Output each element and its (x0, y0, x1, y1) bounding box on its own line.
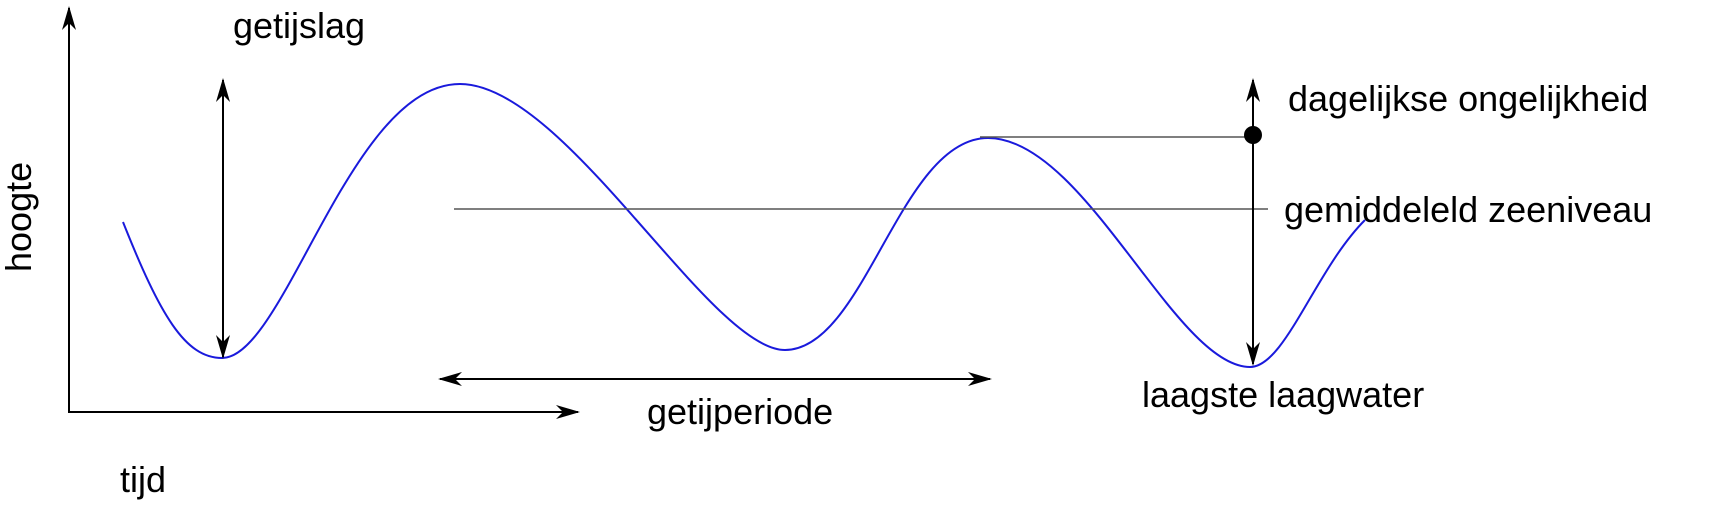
tidal-period-label: getijperiode (647, 391, 833, 432)
diurnal-inequality-label: dagelijkse ongelijkheid (1288, 78, 1648, 119)
lowest-low-water-label: laagste laagwater (1142, 374, 1424, 415)
tide-curve (122, 82, 1366, 369)
tidal-range-label: getijslag (233, 5, 365, 46)
mean-sea-level-label: gemiddeleld zeeniveau (1284, 189, 1652, 230)
y-axis-label: hoogte (0, 162, 39, 272)
x-axis-label: tijd (120, 459, 166, 500)
diurnal-inequality-dot (1244, 126, 1262, 144)
